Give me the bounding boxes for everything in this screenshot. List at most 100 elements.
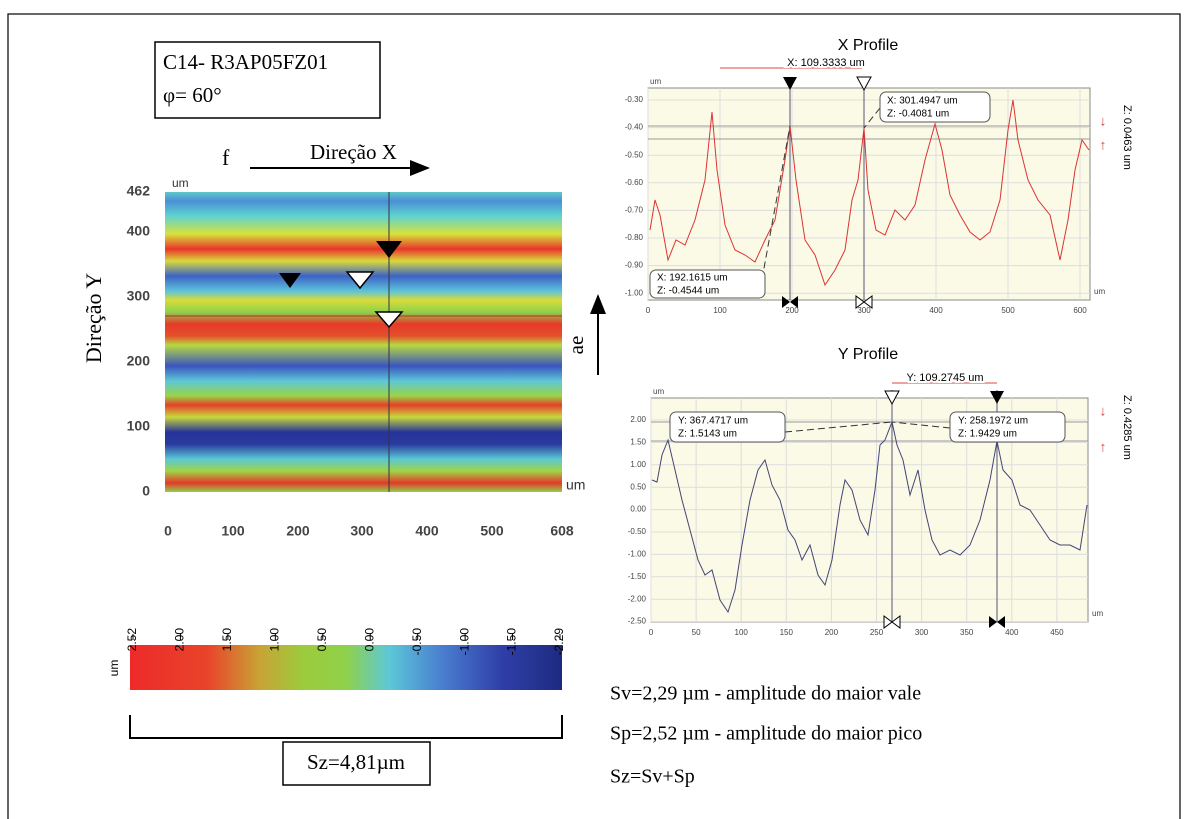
y-tick-label: 0.50 [630,482,646,491]
cursor-marker [989,616,1005,628]
cursor-marker [376,241,402,258]
callout-text: Z: 1.9429 um [958,429,1017,440]
y-tick-label: 1.00 [630,460,646,469]
note: Sz=Sv+Sp [610,766,695,788]
callout-text: X: 301.4947 um [887,96,958,107]
distance-label: Y: 109.2745 um [906,372,983,384]
y-tick-label: 2.00 [630,415,646,424]
unit-label: um [653,387,664,396]
y-tick-label: 462 [127,183,151,199]
height-map [165,192,562,492]
x-tick-label: 500 [480,523,504,539]
y-tick-label: 0 [142,483,150,499]
x-tick-label: 300 [857,306,871,315]
y-tick-label: -0.50 [628,527,647,536]
colorbar-tick-label: 0.50 [315,628,329,652]
z-arrow: ↑ [1100,439,1107,455]
y-tick-label: 300 [127,288,151,304]
bracket [129,715,563,739]
callout-text: Y: 258.1972 um [958,416,1028,427]
y-tick-label: -0.60 [625,178,644,187]
x-tick-label: 600 [1073,306,1087,315]
x-tick-label: 200 [825,628,839,637]
x-tick-label: 50 [692,628,701,637]
note: Sv=2,29 µm - amplitude do maior vale [610,683,921,705]
cursor-marker [883,615,901,629]
x-tick-label: 300 [350,523,374,539]
y-tick-label: 400 [127,223,151,239]
callout [669,411,786,443]
colorbar-tick-label: -0.50 [410,628,424,656]
colorbar-tick-label: 0.00 [362,628,376,652]
callout-text: Z: 1.5143 um [678,429,737,440]
x-tick-label: 200 [785,306,799,315]
y-direction-label: Direção Y [81,273,106,363]
ae-label: ae [564,336,588,355]
y-tick-label: -2.50 [628,617,647,626]
cursor-marker [374,311,404,329]
colorbar-tick-label: 2.52 [125,628,139,652]
callout-text: X: 192.1615 um [657,273,728,284]
cursor-marker [279,273,301,288]
cursor-marker [345,271,375,290]
x-tick-label: 250 [870,628,884,637]
colorbar-tick-label: 1.00 [268,628,282,652]
sample-box [154,41,381,119]
chart-title: Y Profile [838,346,898,363]
profile-curve [651,420,1088,614]
z-arrow: ↓ [1100,113,1107,129]
x-tick-label: 608 [550,523,574,539]
x-tick-label: 400 [929,306,943,315]
chart-title: X Profile [838,37,899,54]
y-tick-label: -1.50 [628,572,647,581]
x-tick-label: 400 [415,523,439,539]
x-tick-label: 200 [286,523,310,539]
x-tick-label: 150 [780,628,794,637]
x-tick-label: 350 [960,628,974,637]
cursor-marker [783,77,797,90]
callout-text: Z: -0.4544 um [657,286,719,297]
unit-label: um [1092,609,1103,618]
cursor-marker [884,390,900,406]
colorbar [130,645,562,690]
colorbar-unit: um [107,660,121,677]
callout-text: Y: 367.4717 um [678,416,748,427]
sample-label: C14- R3AP05FZ01 [163,50,328,74]
colorbar-tick-label: 1.50 [220,628,234,652]
angle-label: φ= 60° [163,83,222,107]
colorbar-tick-label: -1.50 [505,628,519,656]
x-direction-label: Direção X [310,140,397,164]
x-tick-label: 300 [915,628,929,637]
y-tick-label: -2.00 [628,594,647,603]
y-tick-label: -0.70 [625,206,644,215]
y-tick-label: 1.50 [630,438,646,447]
leader-line [784,421,951,433]
x-tick-label: 0 [646,306,651,315]
cursor-marker [856,76,872,92]
sz-label: Sz=4,81µm [307,750,405,774]
y-tick-label: -0.30 [625,95,644,104]
colorbar-tick-label: -1.00 [457,628,471,656]
sz-box [282,741,431,786]
y-tick-label: -0.80 [625,233,644,242]
x-tick-label: 500 [1001,306,1015,315]
x-tick-label: 0 [164,523,172,539]
x-tick-label: 100 [221,523,245,539]
unit-label: um [1094,287,1105,296]
unit-label: um [650,77,661,86]
callout [649,269,766,299]
y-tick-label: 200 [127,353,151,369]
y-tick-label: -1.00 [625,288,644,297]
y-tick-label: -0.90 [625,261,644,270]
callout-text: Z: -0.4081 um [887,109,949,120]
z-range-label: Z: 0.0463 um [1121,105,1133,170]
distance-label: X: 109.3333 um [787,57,865,69]
x-tick-label: 450 [1050,628,1064,637]
unit-label: um [566,477,585,493]
x-tick-label: 100 [735,628,749,637]
x-tick-label: 0 [649,628,654,637]
colorbar-tick-label: 2.00 [173,628,187,652]
colorbar-tick-label: -2.29 [552,628,566,656]
distance-bg: X: 109.3333 um [787,57,865,69]
